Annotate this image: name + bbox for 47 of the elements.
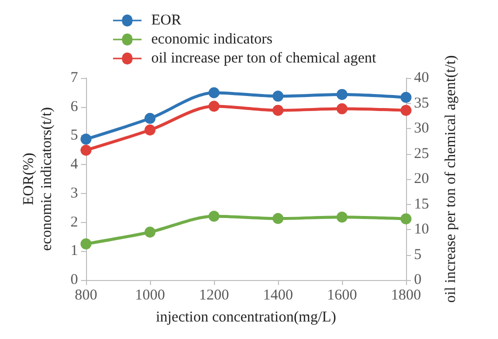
y-tick-label: 0: [70, 272, 78, 288]
y2-tick-label: 30: [414, 120, 429, 136]
point: [400, 213, 412, 224]
point: [272, 90, 284, 102]
point: [208, 210, 220, 222]
point: [400, 92, 412, 103]
point: [208, 100, 220, 112]
x-tick-label: 1600: [327, 288, 357, 304]
y2-tick-label: 10: [414, 222, 429, 238]
y2-tick-label: 20: [414, 171, 429, 187]
y-tick-label: 4: [70, 156, 78, 173]
y-tick-label: 2: [70, 214, 78, 230]
legend-label: oil increase per ton of chemical agent: [151, 50, 377, 66]
legend-label: EOR: [151, 12, 182, 28]
point: [336, 212, 348, 223]
y2-tick-label: 25: [414, 146, 429, 162]
point: [336, 103, 348, 114]
x-tick-label: 800: [74, 288, 98, 304]
y-axis-title: EOR(%) economic indicators(t/t): [21, 107, 55, 251]
point: [208, 87, 220, 98]
point: [144, 124, 156, 136]
y2-tick-label: 0: [414, 272, 422, 288]
y2-tick-label: 15: [414, 196, 429, 212]
point: [80, 144, 92, 156]
y-tick-label: 3: [70, 185, 78, 202]
y2-tick-label: 35: [414, 95, 429, 112]
point: [80, 134, 92, 145]
point: [144, 112, 156, 124]
y-tick-label: 6: [70, 98, 78, 115]
x-tick-label: 1400: [263, 288, 293, 304]
y2-tick-label: 40: [414, 70, 429, 86]
x-tick-label: 1200: [199, 288, 229, 304]
y-tick-label: 7: [70, 70, 78, 86]
point: [272, 213, 284, 224]
point: [144, 226, 156, 238]
y2-axis-title: oil increase per ton of chemical agent(t/t): [443, 55, 459, 303]
y-tick-label: 5: [70, 128, 78, 144]
point: [272, 104, 284, 116]
point: [80, 238, 92, 250]
y2-tick-label: 5: [414, 246, 422, 263]
x-tick-label: 1800: [391, 288, 421, 304]
x-axis-title: injection concentration(mg/L): [156, 310, 336, 326]
x-tick-label: 1000: [135, 288, 165, 304]
y-tick-label: 1: [70, 243, 78, 260]
legend-label: economic indicators: [151, 32, 273, 48]
point: [400, 104, 412, 116]
point: [336, 88, 348, 100]
